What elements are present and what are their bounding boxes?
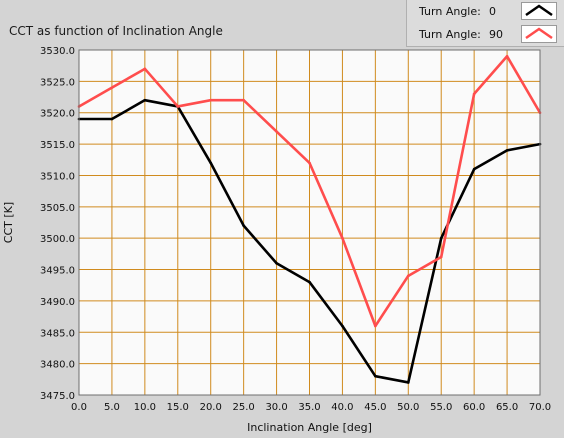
data-point-s1-7 [308,161,311,165]
x-tick-label: 70.0 [529,402,551,413]
legend-swatch-icon[interactable] [521,2,557,20]
series-layer [77,54,542,384]
x-tick-label: 25.0 [233,402,255,413]
y-tick-label: 3525.0 [40,77,75,88]
x-tick-label: 30.0 [265,402,287,413]
data-point-s1-2 [143,67,147,71]
legend-label: Turn Angle: [419,28,481,41]
data-point-s1-6 [275,130,278,133]
x-tick-label: 45.0 [364,402,386,413]
data-point-s0-8 [341,324,344,328]
legend-value: 0 [489,5,496,18]
chart-title: CCT as function of Inclination Angle [9,24,223,38]
y-axis-label: CCT [K] [2,202,15,243]
x-tick-label: 50.0 [397,402,419,413]
data-point-s1-9 [374,324,377,328]
x-tick-label: 10.0 [134,402,156,413]
data-point-s0-1 [110,117,114,121]
x-tick-label: 5.0 [104,402,120,413]
y-tick-label: 3490.0 [40,297,75,308]
y-tick-label: 3510.0 [40,171,75,182]
data-point-s0-7 [308,280,311,284]
y-tick-label: 3475.0 [40,391,75,402]
x-tick-label: 40.0 [331,402,353,413]
y-axis: 3475.0 3480.0 3485.0 3490.0 3495.0 3500.0 3505… [40,46,75,402]
x-tick-label: 65.0 [496,402,518,413]
x-tick-label: 60.0 [463,402,485,413]
plot-frame [78,49,541,396]
data-point-s1-5 [242,98,245,102]
y-tick-label: 3520.0 [40,109,75,120]
legend-label: Turn Angle: [419,5,481,18]
y-tick-label: 3485.0 [40,328,75,339]
data-point-s0-13 [505,149,509,152]
data-point-s1-4 [209,98,213,102]
data-point-s1-3 [176,105,180,108]
data-point-s1-12 [472,92,476,96]
x-tick-label: 20.0 [200,402,222,413]
y-tick-label: 3480.0 [40,360,75,371]
x-axis-label: Inclination Angle [deg] [247,421,372,434]
data-point-s1-10 [406,274,410,278]
x-tick-label: 55.0 [430,402,452,413]
y-tick-label: 3505.0 [40,203,75,214]
y-tick-label: 3530.0 [40,46,75,57]
y-tick-label: 3495.0 [40,266,75,277]
legend-entry-turn-90: Turn Angle: 90 [407,23,564,46]
legend: Turn Angle: 0 Turn Angle: 90 [406,0,564,47]
legend-value: 90 [489,28,503,41]
data-point-s1-1 [110,86,114,89]
legend-entry-turn-0: Turn Angle: 0 [407,0,564,23]
data-point-s1-13 [505,54,509,58]
data-point-s0-5 [242,224,245,227]
y-tick-label: 3515.0 [40,140,75,151]
legend-swatch-icon[interactable] [521,25,557,43]
data-point-s0-6 [275,261,278,265]
x-tick-label: 35.0 [298,402,320,413]
data-point-s0-10 [406,381,410,384]
x-tick-label: 0.0 [71,402,87,413]
data-point-s0-4 [209,161,213,165]
data-point-s0-12 [472,167,476,171]
data-point-s1-11 [439,255,443,259]
data-point-s0-11 [439,236,443,240]
x-axis: 0.0 5.0 10.0 15.0 20.0 25.0 30.0 35.0 40.0 45.0 50… [71,402,551,413]
data-point-s0-2 [143,98,147,102]
y-tick-label: 3500.0 [40,234,75,245]
x-tick-label: 15.0 [167,402,189,413]
data-point-s1-8 [341,236,344,240]
data-point-s0-9 [374,374,377,378]
